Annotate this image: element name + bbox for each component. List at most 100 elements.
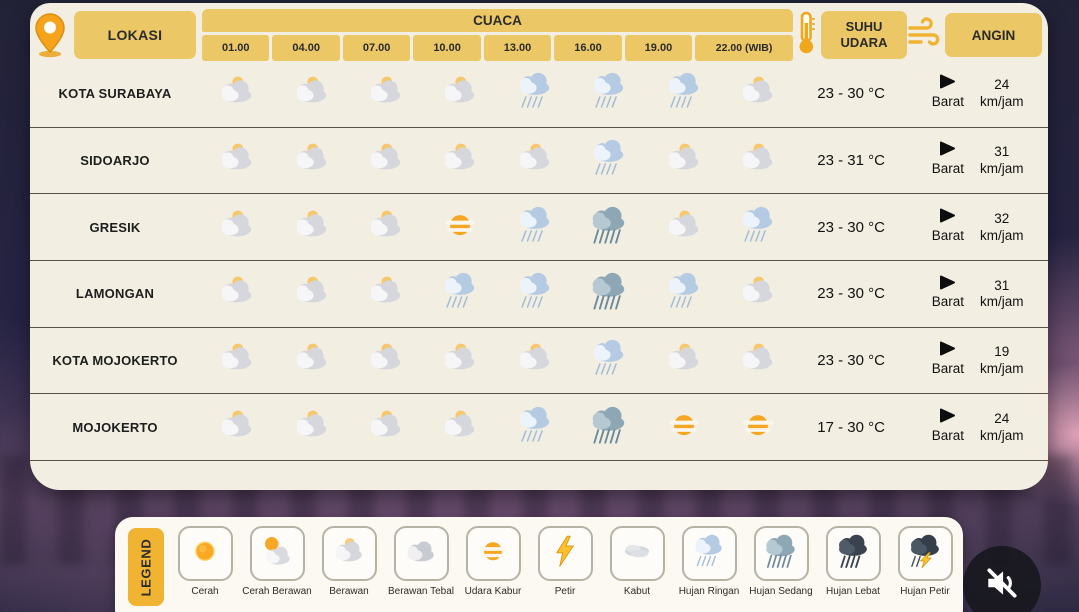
wind-direction-label: Barat	[931, 161, 965, 177]
time-header-cell: 13.00	[483, 35, 552, 61]
weather-cell	[274, 206, 348, 249]
berawan-icon	[440, 406, 480, 449]
weather-cell	[423, 72, 497, 115]
wind-speed-unit: km/jam	[980, 427, 1024, 443]
legend-icon-box	[897, 526, 953, 581]
time-header-cell: 16.00	[554, 35, 622, 61]
wind-direction: Barat	[932, 275, 964, 312]
petir-icon	[547, 534, 583, 574]
wind-cell: Barat 31 km/jam	[907, 275, 1048, 314]
wind-speed-value: 31	[994, 144, 1010, 160]
weather-cell	[721, 272, 795, 315]
location-pin-icon	[30, 9, 70, 61]
weather-cell	[572, 206, 646, 249]
weather-cell	[200, 272, 274, 315]
weather-cell	[274, 339, 348, 382]
wind-cell: Barat 24 km/jam	[907, 408, 1048, 447]
weather-cell	[646, 272, 720, 315]
hujan-ringan-icon	[515, 72, 555, 115]
berawan-icon	[217, 206, 257, 249]
thermometer-icon	[795, 11, 817, 60]
legend-item-label: Cerah	[191, 586, 219, 597]
wind-speed: 32 km/jam	[980, 211, 1024, 245]
right-arrow-icon	[939, 408, 956, 428]
location-cell: LAMONGAN	[75, 286, 155, 302]
berawan-icon	[440, 139, 480, 182]
weather-cell	[498, 72, 572, 115]
temperature-cell: 23 - 30 °C	[817, 285, 885, 303]
weather-cell	[721, 139, 795, 182]
hujan-ringan-icon	[515, 406, 555, 449]
berawan-icon	[738, 272, 778, 315]
weather-cell	[721, 339, 795, 382]
table-row: SIDOARJO 23 - 31 °C Barat 31 km/jam	[30, 128, 1048, 195]
wind-cell: Barat 32 km/jam	[907, 208, 1048, 247]
weather-cell	[572, 272, 646, 315]
right-arrow-icon	[939, 208, 956, 228]
mute-button[interactable]	[963, 546, 1041, 612]
weather-cell	[349, 139, 423, 182]
right-arrow-icon	[939, 341, 956, 361]
forecast-table-card: LOKASI CUACA 01.00 04.00 07.00 10.00 13.00 16…	[30, 3, 1048, 490]
weather-cell	[423, 272, 497, 315]
berawan-icon	[217, 406, 257, 449]
wind-direction: Barat	[932, 208, 964, 245]
time-header-cell: 04.00	[272, 35, 340, 61]
weather-cell	[274, 139, 348, 182]
legend-item-label: Berawan	[329, 586, 369, 597]
legend-item: Cerah	[169, 526, 241, 597]
legend-item-label: Hujan Lebat	[826, 586, 880, 597]
table-header: LOKASI CUACA 01.00 04.00 07.00 10.00 13.00 16…	[30, 9, 1048, 61]
berawan-icon	[664, 206, 704, 249]
berawan-icon	[292, 139, 332, 182]
table-row: KOTA SURABAYA 23 - 30 °C Barat 24 km/jam	[30, 61, 1048, 128]
wind-direction-label: Barat	[931, 361, 965, 377]
wind-direction-label: Barat	[931, 427, 965, 443]
berawan-icon	[217, 72, 257, 115]
legend-item-label: Berawan Tebal	[388, 586, 454, 597]
time-header-row: 01.00 04.00 07.00 10.00 13.00 16.00 19.00 22.00…	[202, 35, 793, 61]
weather-cell	[423, 206, 497, 249]
berawan-icon	[217, 272, 257, 315]
right-arrow-icon	[939, 74, 956, 94]
legend-item-label: Petir	[554, 586, 576, 597]
location-cell: KOTA SURABAYA	[58, 86, 172, 102]
wind-speed-value: 31	[994, 277, 1010, 293]
forecast-rows: KOTA SURABAYA 23 - 30 °C Barat 24 km/jam SIDO…	[30, 61, 1048, 462]
column-header-temperature: SUHU UDARA	[821, 11, 907, 59]
wind-speed-unit: km/jam	[980, 361, 1024, 377]
weather-cell	[349, 206, 423, 249]
time-header-cell: 01.00	[202, 35, 270, 61]
time-header-cell: 07.00	[342, 35, 411, 61]
temperature-cell: 23 - 30 °C	[817, 352, 885, 370]
wind-speed-value: 24	[994, 77, 1010, 93]
hujan-ringan-icon	[664, 72, 704, 115]
berawan-icon	[738, 139, 778, 182]
weather-cell	[200, 206, 274, 249]
berawan-tebal-icon	[403, 534, 439, 574]
legend-item-label: Kabut	[623, 586, 651, 597]
legend-item: Hujan Sedang	[745, 526, 817, 597]
berawan-icon	[515, 339, 555, 382]
berawan-icon	[292, 339, 332, 382]
berawan-icon	[366, 272, 406, 315]
weather-cell	[572, 339, 646, 382]
location-cell: SIDOARJO	[80, 153, 150, 169]
berawan-icon	[217, 339, 257, 382]
weather-cell	[646, 206, 720, 249]
time-header-cell: 10.00	[413, 35, 481, 61]
udara-kabur-icon	[475, 534, 511, 574]
berawan-icon	[292, 272, 332, 315]
column-header-weather: CUACA	[202, 9, 793, 32]
wind-speed: 31 km/jam	[980, 278, 1024, 312]
weather-cell	[498, 139, 572, 182]
berawan-icon	[292, 72, 332, 115]
wind-cell: Barat 31 km/jam	[907, 141, 1048, 180]
wind-speed-unit: km/jam	[980, 161, 1024, 177]
weather-cell	[721, 406, 795, 449]
legend-icon-box	[393, 526, 449, 581]
berawan-icon	[366, 139, 406, 182]
udara-kabur-icon	[440, 206, 480, 249]
udara-kabur-icon	[664, 406, 704, 449]
legend-icon-box	[825, 526, 881, 581]
